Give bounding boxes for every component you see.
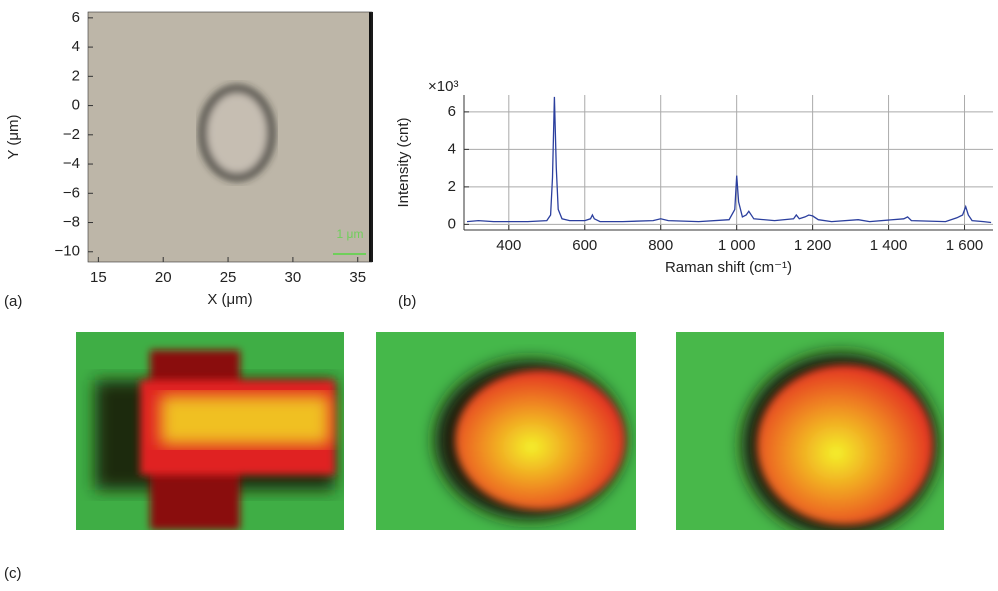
x-tick-label: 30 [285,269,302,286]
x-tick-label: 400 [496,237,521,254]
y-tick-label: 4 [72,38,80,55]
y-tick-label: 2 [72,67,80,84]
plot-area [464,95,993,230]
y-tick-label: 4 [448,140,456,157]
x-tick-label: 600 [572,237,597,254]
y-multiplier: ×10³ [428,78,458,95]
y-tick-label: −6 [63,184,80,201]
x-axis-label: X (μm) [207,291,252,308]
x-tick-label: 20 [155,269,172,286]
y-tick-label: 0 [72,97,80,114]
image-edge [369,12,373,262]
raman-map-2 [376,332,636,530]
y-tick-label: 0 [448,215,456,232]
y-tick-label: −10 [55,243,80,260]
x-tick-label: 15 [90,269,107,286]
y-tick-label: 2 [448,178,456,195]
y-tick-label: −4 [63,155,80,172]
panel-label: (b) [398,293,416,310]
y-axis-label: Y (μm) [5,114,22,159]
x-tick-label: 1 200 [794,237,832,254]
x-tick-label: 35 [349,269,366,286]
x-tick-label: 800 [648,237,673,254]
x-tick-label: 1 400 [870,237,908,254]
raman-map-3 [676,332,944,530]
y-tick-label: 6 [72,9,80,26]
axes-frame [87,11,373,263]
y-tick-label: −2 [63,126,80,143]
y-tick-label: −8 [63,213,80,230]
y-axis-label: Intensity (cnt) [395,117,412,207]
panel-label: (c) [4,565,22,582]
particle [199,85,275,181]
spectrum-line [466,96,992,224]
x-tick-label: 1 000 [718,237,756,254]
x-tick-label: 1 600 [946,237,984,254]
x-axis-label: Raman shift (cm⁻¹) [665,259,792,276]
y-tick-label: 6 [448,103,456,120]
scale-bar-label: 1 μm [337,227,364,241]
panel-label: (a) [4,293,22,310]
x-tick-label: 25 [220,269,237,286]
raman-map-1 [76,332,344,530]
